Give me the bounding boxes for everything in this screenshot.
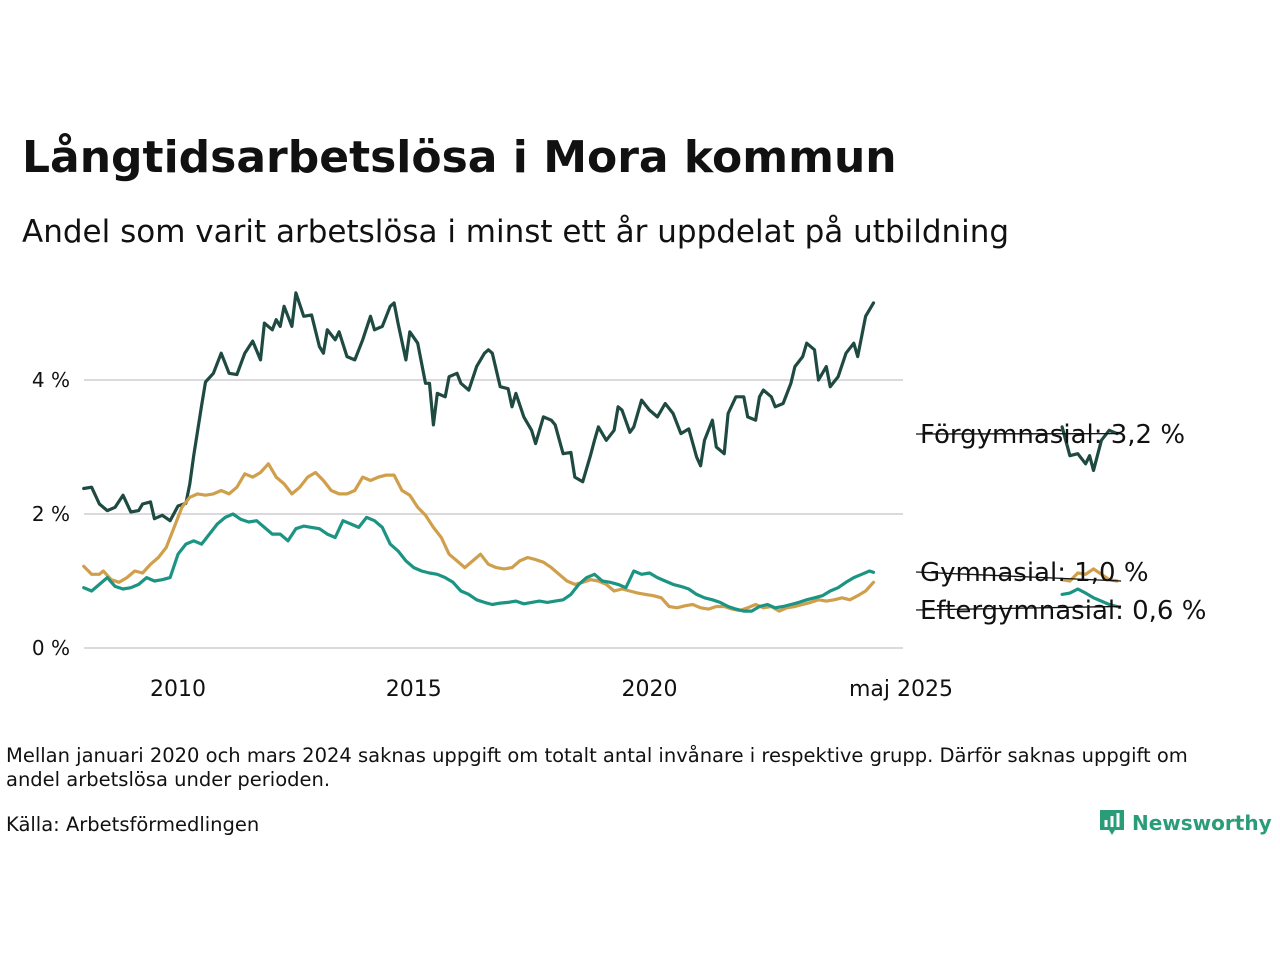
gymnasial-line-segment-1 xyxy=(82,462,876,613)
x-tick-label: 2020 xyxy=(622,677,678,702)
newsworthy-logo: Newsworthy xyxy=(1098,808,1272,838)
y-tick-label: 0 % xyxy=(32,636,70,660)
footnote: Mellan januari 2020 och mars 2024 saknas… xyxy=(6,744,1188,791)
series-lines xyxy=(82,291,1119,613)
axes: 0 % 2 % 4 % 2010 2015 2020 maj 2025 xyxy=(32,368,953,702)
forgymnasial-end-label: Förgymnasial: 3,2 % xyxy=(920,420,1185,450)
y-tick-label: 4 % xyxy=(32,368,70,392)
gridlines xyxy=(84,379,903,649)
source-text: Källa: Arbetsförmedlingen xyxy=(6,813,260,836)
gymnasial-end-label: Gymnasial: 1,0 % xyxy=(920,558,1149,588)
line-chart: 0 % 2 % 4 % 2010 2015 2020 maj 2025 Förgymnasi… xyxy=(32,291,1206,702)
x-tick-label: maj 2025 xyxy=(849,677,953,702)
forgymnasial-line-segment-1 xyxy=(82,291,876,523)
eftergymnasial-end-label: Eftergymnasial: 0,6 % xyxy=(920,596,1206,626)
y-tick-label: 2 % xyxy=(32,502,70,526)
bar-chart-icon xyxy=(1100,810,1124,835)
brand-name: Newsworthy xyxy=(1132,811,1272,835)
gymnasial-line-segment-2 xyxy=(1060,567,1119,583)
eftergymnasial-label-connector xyxy=(915,605,1122,611)
eftergymnasial-line-segment-1 xyxy=(82,512,876,613)
eftergymnasial-line-segment-2 xyxy=(1060,587,1119,609)
gymnasial-label-connector xyxy=(915,571,1122,582)
x-tick-label: 2010 xyxy=(150,677,206,702)
end-labels: Förgymnasial: 3,2 % Gymnasial: 1,0 % Efter… xyxy=(915,420,1206,626)
chart-subtitle: Andel som varit arbetslösa i minst ett å… xyxy=(22,214,1010,250)
x-tick-label: 2015 xyxy=(386,677,442,702)
chart-title: Långtidsarbetslösa i Mora kommun xyxy=(22,132,897,183)
